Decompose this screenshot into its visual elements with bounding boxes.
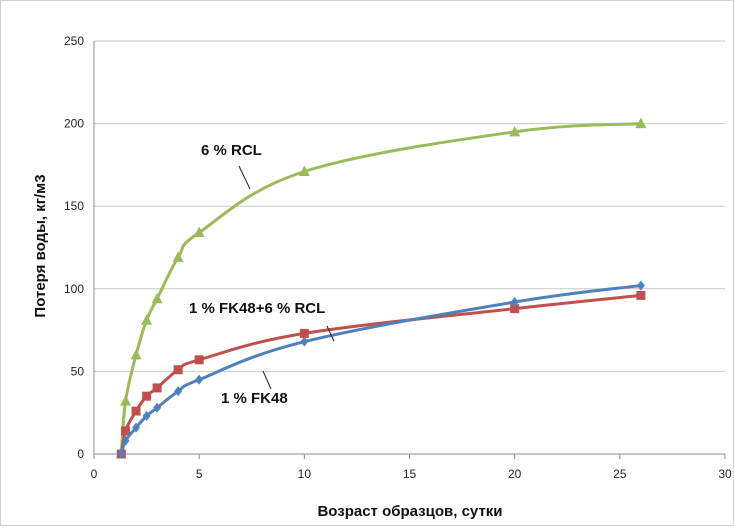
data-point [195, 374, 204, 385]
data-point [120, 395, 132, 406]
y-tick-label: 150 [64, 199, 84, 213]
data-point [174, 386, 183, 397]
data-point [636, 280, 645, 291]
data-point [151, 292, 163, 304]
data-point [298, 165, 310, 177]
series-2 [117, 280, 645, 459]
y-tick-label: 100 [64, 282, 84, 296]
x-tick-label: 30 [718, 467, 732, 481]
x-tick-label: 25 [613, 467, 627, 481]
data-point [142, 411, 151, 422]
data-point [131, 406, 141, 416]
data-point [141, 314, 153, 325]
data-point [510, 304, 520, 314]
data-point [142, 391, 152, 401]
data-point [635, 117, 647, 129]
y-tick-label: 50 [71, 364, 85, 378]
data-point [300, 336, 309, 347]
data-point [132, 422, 141, 433]
grid-layer [94, 40, 725, 455]
x-axis-title: Возраст образцов, сутки [317, 503, 502, 520]
data-point [193, 226, 205, 238]
data-point [152, 383, 162, 393]
y-tick-label: 200 [64, 117, 84, 131]
x-tick-label: 5 [196, 467, 203, 481]
x-tick-label: 0 [91, 467, 98, 481]
x-tick-label: 10 [298, 467, 312, 481]
y-tick-label: 250 [64, 34, 84, 48]
data-point [172, 251, 184, 262]
data-point [173, 365, 183, 375]
data-point [299, 328, 309, 338]
callout-leader-line [326, 325, 335, 342]
y-tick-label: 0 [77, 447, 84, 461]
data-point [509, 125, 521, 137]
annotation-layer: 6 % RCL 1 % FK48+6 % RCL 1 % FK48 [189, 142, 335, 407]
callout-leader-line [238, 165, 251, 190]
data-point [130, 348, 142, 360]
x-tick-label: 20 [508, 467, 522, 481]
series-line [119, 293, 642, 455]
series-layer [115, 117, 647, 459]
data-point [636, 290, 646, 300]
axis-layer: 0 50 100 150 200 250 0 5 10 15 20 25 30 [64, 34, 732, 481]
data-point [117, 449, 126, 459]
callout-leader-line [262, 370, 272, 390]
data-point [510, 297, 519, 308]
data-point [194, 355, 204, 365]
series-callout-label: 1 % FK48 [221, 390, 288, 407]
data-point [121, 426, 131, 436]
y-axis-title: Потеря воды, кг/м3 [32, 174, 49, 317]
data-point [153, 402, 162, 413]
series-line [119, 122, 641, 455]
series-0 [115, 117, 647, 459]
data-point [121, 435, 130, 446]
series-callout-label: 6 % RCL [201, 142, 262, 159]
series-callout-label: 1 % FK48+6 % RCL [189, 300, 325, 317]
x-tick-label: 15 [403, 467, 417, 481]
